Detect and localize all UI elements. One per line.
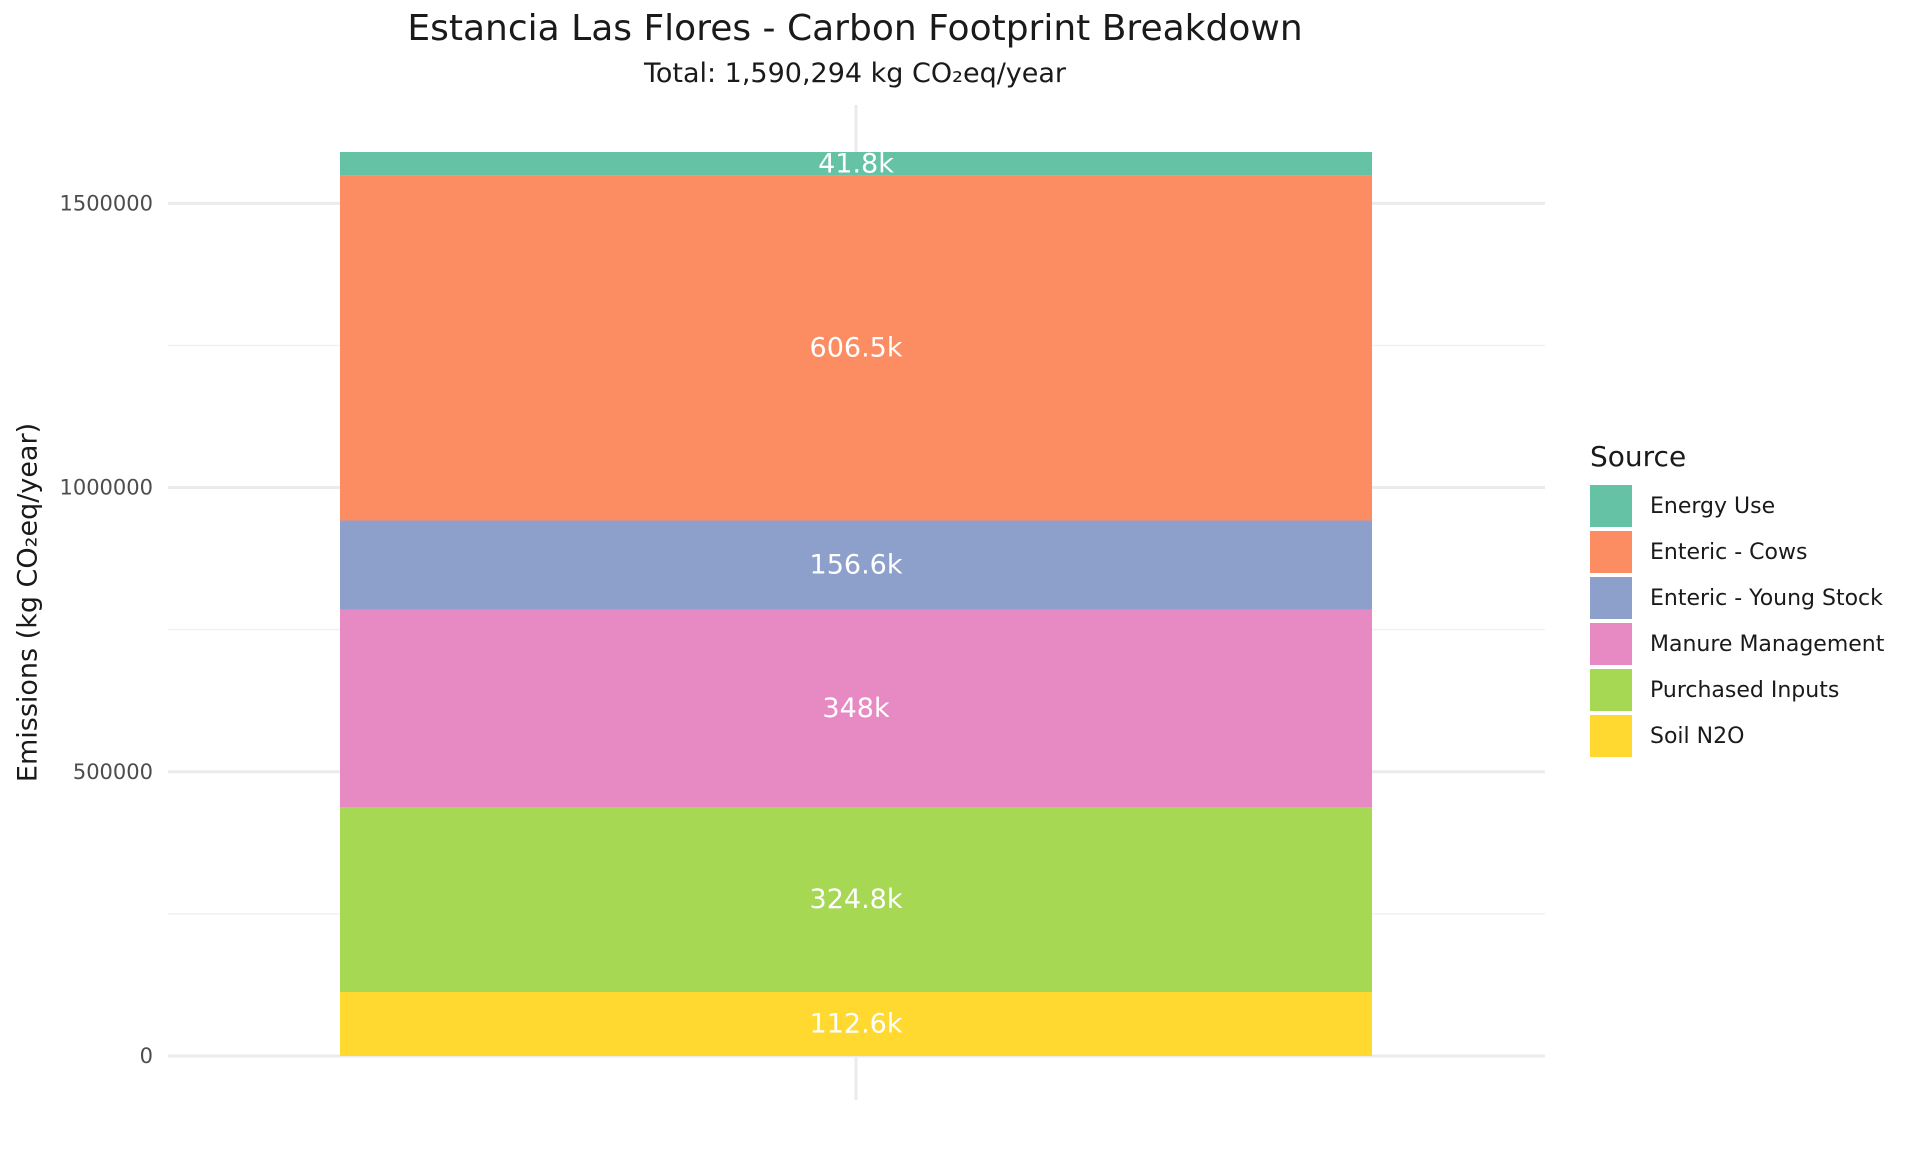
y-axis-label: Emissions (kg CO₂eq/year) xyxy=(13,423,44,782)
chart-title: Estancia Las Flores - Carbon Footprint B… xyxy=(407,8,1303,49)
legend-item: Energy Use xyxy=(1590,483,1884,529)
legend-label: Energy Use xyxy=(1650,493,1776,519)
y-tick-label: 1500000 xyxy=(59,191,153,215)
legend-label: Enteric - Cows xyxy=(1650,539,1808,565)
legend-label: Manure Management xyxy=(1650,631,1885,657)
legend-items: Energy Use Enteric - Cows Enteric - Young … xyxy=(1590,483,1884,759)
y-tick-label: 0 xyxy=(140,1044,153,1068)
y-tick-label: 500000 xyxy=(73,760,153,784)
legend-swatch xyxy=(1590,623,1632,665)
data-label: 112.6k xyxy=(810,1008,903,1039)
legend-label: Purchased Inputs xyxy=(1650,677,1840,703)
axis-layer: 0 500000 1000000 1500000 xyxy=(59,191,153,1068)
legend-item: Enteric - Cows xyxy=(1590,529,1884,575)
data-label: 41.8k xyxy=(818,148,894,179)
legend: Source Energy Use Enteric - Cows Enteric -… xyxy=(1590,440,1884,759)
legend-title: Source xyxy=(1590,440,1687,473)
y-tick-label: 1000000 xyxy=(59,476,153,500)
bar-segment xyxy=(340,175,1372,521)
bar-segment xyxy=(340,151,1372,176)
legend-swatch xyxy=(1590,531,1632,573)
bar-segment xyxy=(340,520,1372,610)
legend-swatch xyxy=(1590,577,1632,619)
legend-item: Enteric - Young Stock xyxy=(1590,575,1884,621)
data-label: 606.5k xyxy=(810,333,903,364)
legend-item: Manure Management xyxy=(1590,621,1884,667)
legend-swatch xyxy=(1590,669,1632,711)
bar-segment xyxy=(340,609,1372,808)
legend-item: Purchased Inputs xyxy=(1590,667,1884,713)
data-label: 324.8k xyxy=(810,884,903,915)
chart-subtitle: Total: 1,590,294 kg CO₂eq/year xyxy=(643,58,1067,89)
legend-label: Enteric - Young Stock xyxy=(1650,585,1883,611)
legend-swatch xyxy=(1590,715,1632,757)
legend-label: Soil N2O xyxy=(1650,723,1745,749)
bar-layer: 112.6k 324.8k 348k 156.6k 606.5k 41.8k xyxy=(340,148,1372,1056)
data-label: 348k xyxy=(822,693,890,724)
data-label: 156.6k xyxy=(810,550,903,581)
bar-segment xyxy=(340,807,1372,992)
legend-swatch xyxy=(1590,485,1632,527)
legend-item: Soil N2O xyxy=(1590,713,1884,759)
bar-segment xyxy=(340,991,1372,1056)
